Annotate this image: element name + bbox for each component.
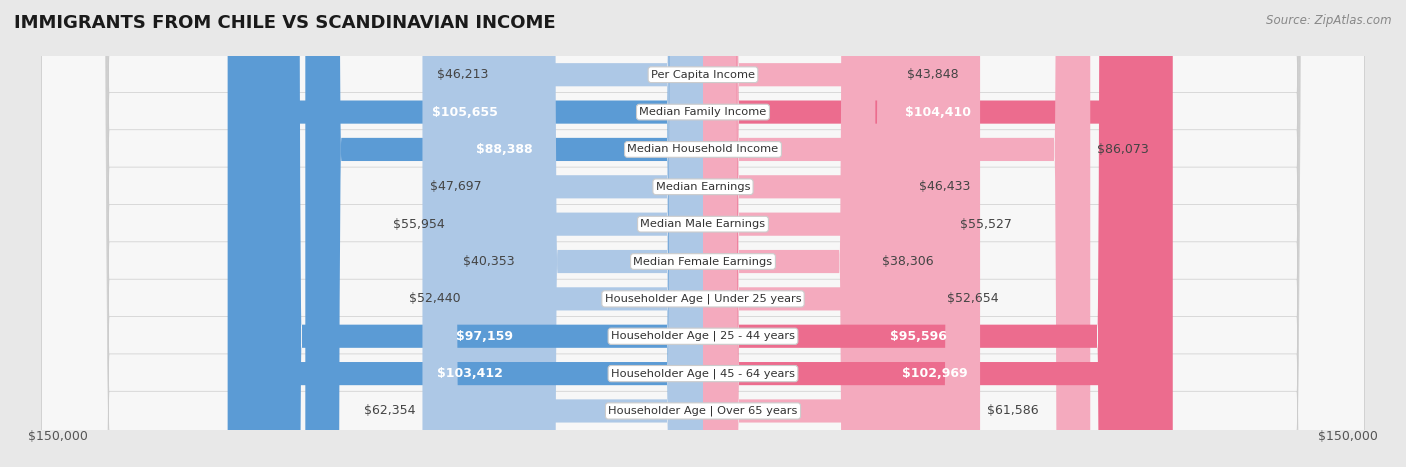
FancyBboxPatch shape (495, 0, 703, 467)
Text: Median Earnings: Median Earnings (655, 182, 751, 192)
FancyBboxPatch shape (42, 0, 1364, 467)
FancyBboxPatch shape (703, 0, 1173, 467)
Text: Median Family Income: Median Family Income (640, 107, 766, 117)
FancyBboxPatch shape (228, 0, 703, 467)
Text: $104,410: $104,410 (905, 106, 972, 119)
Text: $86,073: $86,073 (1097, 143, 1149, 156)
Text: $47,697: $47,697 (430, 180, 482, 193)
Text: Householder Age | Under 25 years: Householder Age | Under 25 years (605, 294, 801, 304)
FancyBboxPatch shape (42, 0, 1364, 467)
Text: Median Household Income: Median Household Income (627, 144, 779, 155)
Text: $97,159: $97,159 (456, 330, 513, 343)
Text: Householder Age | Over 65 years: Householder Age | Over 65 years (609, 406, 797, 416)
Text: $95,596: $95,596 (890, 330, 946, 343)
Text: Householder Age | 25 - 44 years: Householder Age | 25 - 44 years (612, 331, 794, 341)
FancyBboxPatch shape (42, 0, 1364, 467)
Text: $88,388: $88,388 (475, 143, 533, 156)
FancyBboxPatch shape (238, 0, 703, 467)
FancyBboxPatch shape (703, 0, 1133, 467)
FancyBboxPatch shape (42, 0, 1364, 467)
FancyBboxPatch shape (451, 0, 703, 467)
FancyBboxPatch shape (42, 0, 1364, 467)
Text: $55,954: $55,954 (392, 218, 444, 231)
FancyBboxPatch shape (522, 0, 703, 467)
Text: Median Male Earnings: Median Male Earnings (641, 219, 765, 229)
Text: $40,353: $40,353 (463, 255, 515, 268)
FancyBboxPatch shape (266, 0, 703, 467)
Text: $102,969: $102,969 (901, 367, 967, 380)
Text: $46,213: $46,213 (437, 68, 488, 81)
Text: $150,000: $150,000 (1317, 430, 1378, 443)
Text: $43,848: $43,848 (907, 68, 959, 81)
Text: Per Capita Income: Per Capita Income (651, 70, 755, 80)
Text: Source: ZipAtlas.com: Source: ZipAtlas.com (1267, 14, 1392, 27)
FancyBboxPatch shape (703, 0, 876, 467)
Text: $38,306: $38,306 (882, 255, 934, 268)
FancyBboxPatch shape (703, 0, 1167, 467)
FancyBboxPatch shape (703, 0, 1090, 467)
FancyBboxPatch shape (42, 0, 1364, 467)
FancyBboxPatch shape (703, 0, 900, 467)
Text: $52,440: $52,440 (409, 292, 460, 305)
Text: IMMIGRANTS FROM CHILE VS SCANDINAVIAN INCOME: IMMIGRANTS FROM CHILE VS SCANDINAVIAN IN… (14, 14, 555, 32)
FancyBboxPatch shape (703, 0, 980, 467)
FancyBboxPatch shape (42, 0, 1364, 467)
FancyBboxPatch shape (488, 0, 703, 467)
FancyBboxPatch shape (703, 0, 939, 467)
Text: Householder Age | 45 - 64 years: Householder Age | 45 - 64 years (612, 368, 794, 379)
FancyBboxPatch shape (42, 0, 1364, 467)
FancyBboxPatch shape (305, 0, 703, 467)
Text: Median Female Earnings: Median Female Earnings (634, 256, 772, 267)
FancyBboxPatch shape (42, 0, 1364, 467)
Text: $52,654: $52,654 (946, 292, 998, 305)
FancyBboxPatch shape (703, 0, 912, 467)
FancyBboxPatch shape (422, 0, 703, 467)
Text: $105,655: $105,655 (433, 106, 498, 119)
Text: $55,527: $55,527 (959, 218, 1011, 231)
Text: $61,586: $61,586 (987, 404, 1039, 417)
Text: $62,354: $62,354 (364, 404, 416, 417)
FancyBboxPatch shape (703, 0, 953, 467)
FancyBboxPatch shape (467, 0, 703, 467)
Text: $103,412: $103,412 (437, 367, 503, 380)
FancyBboxPatch shape (42, 0, 1364, 467)
Text: $46,433: $46,433 (918, 180, 970, 193)
Text: $150,000: $150,000 (28, 430, 89, 443)
